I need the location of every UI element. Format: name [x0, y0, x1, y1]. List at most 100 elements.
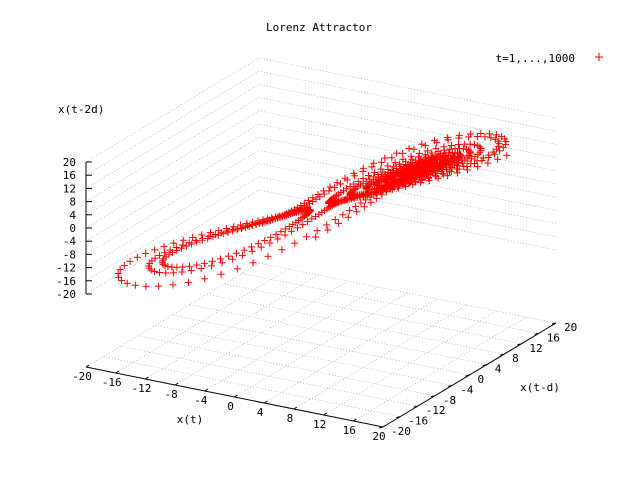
data-point	[440, 143, 448, 151]
data-point	[151, 246, 159, 254]
data-point	[281, 225, 289, 233]
data-point	[438, 163, 446, 171]
data-point	[399, 155, 407, 163]
data-point	[411, 175, 419, 183]
floor-grid-line-y	[172, 314, 470, 376]
data-point	[416, 174, 424, 182]
data-point	[485, 130, 493, 138]
x-tick-label: 12	[313, 418, 326, 431]
y-tick-mark	[499, 353, 505, 356]
data-point	[326, 183, 334, 191]
y-tick-mark	[413, 405, 418, 408]
data-point	[353, 194, 361, 202]
data-point	[272, 213, 280, 221]
data-point	[378, 158, 386, 166]
data-point	[426, 171, 434, 179]
z-tick-label: -20	[56, 288, 76, 301]
data-point	[215, 226, 223, 234]
data-point	[453, 169, 461, 177]
wall-grid-line-z	[85, 189, 557, 295]
data-point	[155, 251, 163, 259]
data-point	[471, 160, 479, 168]
data-point	[123, 279, 131, 287]
wall-grid-line-z	[85, 70, 557, 176]
data-point	[417, 155, 425, 163]
data-point	[225, 252, 233, 260]
data-point	[477, 129, 485, 137]
data-point	[169, 281, 177, 289]
data-point	[160, 249, 168, 257]
x-axis-label: x(t)	[177, 413, 204, 426]
data-point	[393, 165, 401, 173]
data-point	[503, 151, 511, 159]
floor-grid-line-x	[234, 292, 408, 398]
floor-grid-line-x	[293, 304, 468, 410]
wall-grid-line-z	[85, 150, 557, 255]
y-tick-mark	[430, 395, 436, 398]
data-point	[240, 246, 248, 254]
data-point	[466, 147, 474, 155]
data-point	[197, 265, 205, 273]
data-point	[346, 206, 354, 214]
x-tick-mark	[145, 376, 149, 380]
y-tick-mark	[465, 374, 470, 377]
x-tick-mark	[323, 412, 327, 416]
data-point	[484, 159, 492, 167]
data-point	[377, 188, 385, 196]
y-tick-mark	[448, 384, 453, 387]
data-point	[277, 228, 285, 236]
data-point	[189, 233, 197, 241]
data-point	[115, 273, 123, 281]
x-tick-label: -8	[164, 388, 177, 401]
data-point	[471, 141, 479, 149]
data-point	[377, 172, 385, 180]
y-tick-label: 20	[564, 321, 577, 334]
data-point	[395, 184, 403, 192]
data-point	[458, 159, 466, 167]
x-tick-mark	[174, 382, 179, 386]
data-point	[320, 190, 328, 198]
data-point	[237, 225, 245, 233]
data-point	[498, 133, 506, 141]
z-tick-label: -12	[56, 262, 76, 275]
data-point	[408, 161, 416, 169]
y-tick-label: 12	[529, 342, 542, 355]
data-point	[437, 167, 445, 175]
data-point	[454, 141, 462, 149]
wall-grid-line-z	[85, 84, 557, 189]
x-tick-label: -16	[102, 376, 122, 389]
data-point	[208, 262, 216, 270]
z-tick-label: 4	[69, 209, 76, 222]
data-point	[304, 197, 312, 205]
data-point	[370, 159, 378, 167]
data-point	[391, 159, 399, 167]
wall-grid-line-z	[85, 163, 557, 268]
data-point	[360, 203, 368, 211]
data-point	[350, 169, 358, 177]
data-point	[236, 221, 244, 229]
x-tick-mark	[353, 418, 357, 422]
data-point	[192, 236, 200, 244]
data-point	[491, 135, 499, 143]
data-point	[333, 179, 341, 187]
data-point	[312, 233, 320, 241]
floor-grid-line-y	[207, 293, 505, 355]
data-point	[494, 155, 502, 163]
data-point	[434, 174, 442, 182]
data-point	[492, 131, 500, 139]
data-point	[198, 231, 206, 239]
data-point	[179, 241, 187, 249]
data-point	[156, 269, 164, 277]
legend-label: t=1,...,1000	[496, 52, 575, 65]
x-tick-label: 4	[257, 406, 264, 419]
data-point	[161, 262, 169, 270]
data-point	[133, 253, 141, 261]
z-tick-label: -4	[63, 235, 77, 248]
data-point	[206, 229, 214, 237]
data-point	[491, 150, 499, 158]
data-point	[303, 233, 311, 241]
data-point	[360, 192, 368, 200]
data-point	[410, 145, 418, 153]
data-point	[299, 221, 307, 229]
data-point	[464, 166, 472, 174]
